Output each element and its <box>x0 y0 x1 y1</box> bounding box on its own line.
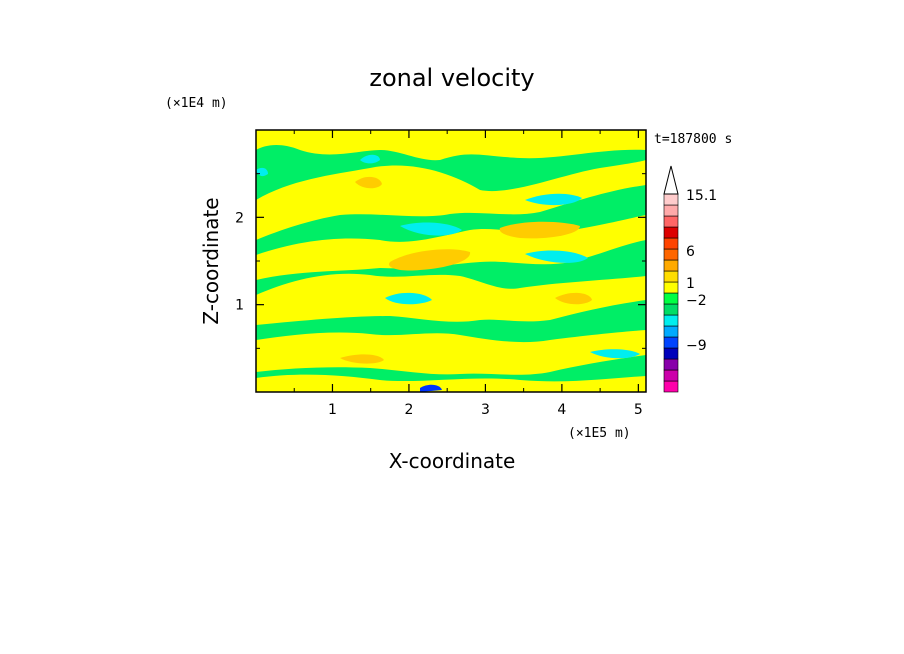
plot-area <box>255 129 647 393</box>
colorbar-segment <box>663 270 679 283</box>
colorbar-segment <box>663 204 679 217</box>
contour-patch <box>525 193 582 206</box>
colorbar-segment <box>663 226 679 239</box>
colorbar-tick-label: 6 <box>686 244 695 260</box>
contour-band <box>256 215 646 280</box>
colorbar-segment <box>663 303 679 316</box>
x-axis: 1 2 3 4 5 <box>293 130 643 418</box>
contour-patch <box>400 222 462 236</box>
colorbar-segment <box>663 369 679 382</box>
y-unit-label: (×1E4 m) <box>165 96 228 111</box>
contour-patch <box>389 249 471 271</box>
contour-patch <box>360 154 380 164</box>
colorbar-segment <box>663 325 679 338</box>
contour-band <box>256 273 646 325</box>
colorbar-segment <box>663 193 679 206</box>
chart-title: zonal velocity <box>369 64 534 92</box>
colorbar-segment <box>663 215 679 228</box>
field-contours <box>256 130 646 392</box>
x-tick-label: 5 <box>634 402 643 418</box>
colorbar-segment <box>663 281 679 294</box>
contour-patch <box>499 221 580 239</box>
colorbar-segment <box>663 336 679 349</box>
colorbar-segment <box>663 380 679 393</box>
colorbar-tick-label: −9 <box>686 338 707 354</box>
x-tick-label: 4 <box>557 402 566 418</box>
colorbar-extend-arrow <box>663 165 679 195</box>
colorbar-tick-label: 15.1 <box>686 188 717 204</box>
colorbar-segment <box>663 259 679 272</box>
y-axis: 12 <box>235 173 646 349</box>
x-tick-label: 2 <box>404 402 413 418</box>
colorbar-segment <box>663 314 679 327</box>
contour-patch <box>555 292 592 305</box>
x-tick-label: 1 <box>328 402 337 418</box>
contour-band <box>256 330 646 375</box>
colorbar-tick-label: 1 <box>686 276 695 292</box>
colorbar-segment <box>663 248 679 261</box>
colorbar-segment <box>663 358 679 371</box>
y-tick-label: 2 <box>235 210 244 226</box>
y-tick-label: 1 <box>235 298 244 314</box>
colorbar-segment <box>663 292 679 305</box>
x-unit-label: (×1E5 m) <box>568 426 631 441</box>
contour-band <box>256 374 646 392</box>
x-axis-label: X-coordinate <box>389 449 516 473</box>
contour-patch <box>340 354 384 364</box>
contour-band <box>256 160 646 240</box>
contour-band <box>256 130 646 161</box>
y-axis-label: Z-coordinate <box>199 197 223 324</box>
x-tick-label: 3 <box>481 402 490 418</box>
contour-patch <box>525 250 588 263</box>
contour-patch <box>385 292 432 305</box>
time-label: t=187800 s <box>654 132 732 147</box>
contour-patch <box>590 349 640 359</box>
colorbar-segment <box>663 237 679 250</box>
contour-patch <box>420 384 442 392</box>
colorbar-segment <box>663 347 679 360</box>
colorbar: 15.1 6 1−2 −9 <box>663 165 717 393</box>
colorbar-tick-label: −2 <box>686 293 707 309</box>
contour-patch <box>355 176 382 189</box>
